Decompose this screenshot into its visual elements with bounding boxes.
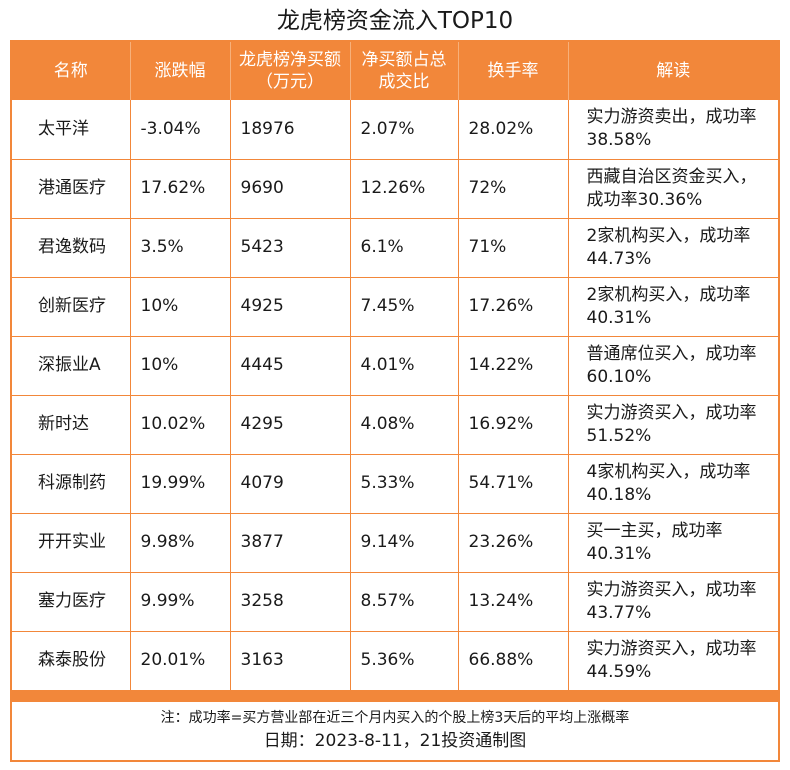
header-name: 名称: [12, 42, 131, 100]
table-row: 开开实业 9.98% 3877 9.14% 23.26% 买一主买，成功率40.…: [12, 513, 778, 573]
header-net-buy-ratio: 净买额占总成交比: [350, 42, 459, 100]
cell-net-buy: 3163: [230, 631, 351, 691]
cell-turnover: 72%: [458, 159, 569, 219]
cell-net-buy-ratio: 5.36%: [350, 631, 459, 691]
cell-net-buy: 18976: [230, 100, 351, 160]
page-title: 龙虎榜资金流入TOP10: [276, 8, 514, 34]
table-header-row: 名称 涨跌幅 龙虎榜净买额（万元） 净买额占总成交比 换手率 解读: [12, 42, 778, 100]
footer: 注：成功率=买方营业部在近三个月内买入的个股上榜3天后的平均上涨概率 日期：20…: [12, 702, 778, 760]
cell-change: 10%: [130, 277, 231, 337]
capital-inflow-table: 名称 涨跌幅 龙虎榜净买额（万元） 净买额占总成交比 换手率 解读 太平洋 -3…: [12, 42, 778, 691]
cell-interpretation: 实力游资卖出，成功率38.58%: [568, 100, 778, 160]
cell-turnover: 14.22%: [458, 336, 569, 396]
table-row: 深振业A 10% 4445 4.01% 14.22% 普通席位买入，成功率60.…: [12, 336, 778, 396]
cell-name: 科源制药: [12, 454, 131, 514]
cell-interpretation: 2家机构买入，成功率40.31%: [568, 277, 778, 337]
cell-change: 9.98%: [130, 513, 231, 573]
cell-name: 新时达: [12, 395, 131, 455]
cell-turnover: 17.26%: [458, 277, 569, 337]
table-row: 科源制药 19.99% 4079 5.33% 54.71% 4家机构买入，成功率…: [12, 454, 778, 514]
cell-change: 10%: [130, 336, 231, 396]
date-credit: 日期：2023-8-11，21投资通制图: [263, 731, 527, 751]
table-row: 君逸数码 3.5% 5423 6.1% 71% 2家机构买入，成功率44.73%: [12, 218, 778, 278]
cell-net-buy: 3877: [230, 513, 351, 573]
cell-turnover: 54.71%: [458, 454, 569, 514]
cell-name: 开开实业: [12, 513, 131, 573]
table-row: 新时达 10.02% 4295 4.08% 16.92% 实力游资买入，成功率5…: [12, 395, 778, 455]
table-row: 港通医疗 17.62% 9690 12.26% 72% 西藏自治区资金买入，成功…: [12, 159, 778, 219]
cell-net-buy-ratio: 8.57%: [350, 572, 459, 632]
cell-name: 森泰股份: [12, 631, 131, 691]
cell-interpretation: 4家机构买入，成功率40.18%: [568, 454, 778, 514]
cell-net-buy-ratio: 9.14%: [350, 513, 459, 573]
cell-net-buy: 3258: [230, 572, 351, 632]
header-net-buy: 龙虎榜净买额（万元）: [230, 42, 351, 100]
cell-interpretation: 2家机构买入，成功率44.73%: [568, 218, 778, 278]
footnote: 注：成功率=买方营业部在近三个月内买入的个股上榜3天后的平均上涨概率: [160, 710, 630, 726]
cell-change: 17.62%: [130, 159, 231, 219]
cell-change: -3.04%: [130, 100, 231, 160]
cell-net-buy: 4925: [230, 277, 351, 337]
cell-turnover: 71%: [458, 218, 569, 278]
cell-change: 3.5%: [130, 218, 231, 278]
cell-interpretation: 西藏自治区资金买入，成功率30.36%: [568, 159, 778, 219]
cell-net-buy-ratio: 4.01%: [350, 336, 459, 396]
cell-change: 19.99%: [130, 454, 231, 514]
cell-net-buy: 4295: [230, 395, 351, 455]
cell-name: 太平洋: [12, 100, 131, 160]
cell-turnover: 13.24%: [458, 572, 569, 632]
cell-net-buy: 5423: [230, 218, 351, 278]
cell-net-buy: 4445: [230, 336, 351, 396]
cell-net-buy-ratio: 7.45%: [350, 277, 459, 337]
table-row: 太平洋 -3.04% 18976 2.07% 28.02% 实力游资卖出，成功率…: [12, 100, 778, 160]
cell-name: 塞力医疗: [12, 572, 131, 632]
header-interpretation: 解读: [568, 42, 778, 100]
cell-net-buy-ratio: 6.1%: [350, 218, 459, 278]
table-row: 塞力医疗 9.99% 3258 8.57% 13.24% 实力游资买入，成功率4…: [12, 572, 778, 632]
cell-name: 君逸数码: [12, 218, 131, 278]
cell-net-buy-ratio: 12.26%: [350, 159, 459, 219]
table-row: 森泰股份 20.01% 3163 5.36% 66.88% 实力游资买入，成功率…: [12, 631, 778, 691]
cell-name: 创新医疗: [12, 277, 131, 337]
cell-turnover: 66.88%: [458, 631, 569, 691]
cell-name: 深振业A: [12, 336, 131, 396]
table-row: 创新医疗 10% 4925 7.45% 17.26% 2家机构买入，成功率40.…: [12, 277, 778, 337]
cell-name: 港通医疗: [12, 159, 131, 219]
cell-interpretation: 普通席位买入，成功率60.10%: [568, 336, 778, 396]
cell-turnover: 28.02%: [458, 100, 569, 160]
cell-interpretation: 实力游资买入，成功率44.59%: [568, 631, 778, 691]
cell-net-buy-ratio: 2.07%: [350, 100, 459, 160]
cell-turnover: 23.26%: [458, 513, 569, 573]
cell-net-buy: 4079: [230, 454, 351, 514]
header-turnover: 换手率: [458, 42, 569, 100]
cell-turnover: 16.92%: [458, 395, 569, 455]
cell-interpretation: 买一主买，成功率40.31%: [568, 513, 778, 573]
header-change: 涨跌幅: [130, 42, 231, 100]
cell-change: 10.02%: [130, 395, 231, 455]
cell-net-buy-ratio: 5.33%: [350, 454, 459, 514]
cell-net-buy-ratio: 4.08%: [350, 395, 459, 455]
cell-interpretation: 实力游资买入，成功率51.52%: [568, 395, 778, 455]
cell-change: 9.99%: [130, 572, 231, 632]
cell-change: 20.01%: [130, 631, 231, 691]
cell-interpretation: 实力游资买入，成功率43.77%: [568, 572, 778, 632]
cell-net-buy: 9690: [230, 159, 351, 219]
